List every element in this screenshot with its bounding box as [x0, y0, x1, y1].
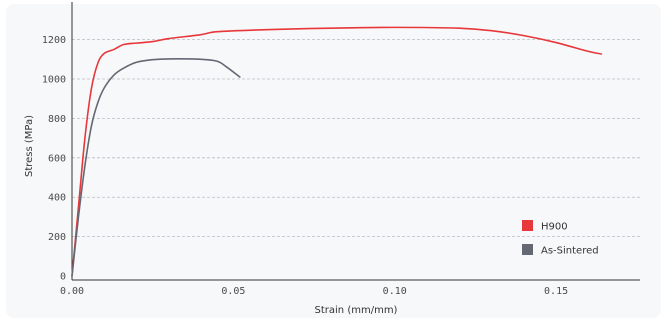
- y-tick-label: 400: [48, 193, 66, 204]
- x-tick-label: 0.05: [221, 286, 245, 297]
- y-tick-label: 800: [48, 114, 66, 125]
- chart-card: [6, 4, 661, 318]
- x-tick-label: 0.10: [383, 286, 407, 297]
- legend-label: As-Sintered: [541, 246, 599, 257]
- y-tick-label: 1000: [42, 75, 66, 86]
- x-axis-label: Strain (mm/mm): [315, 305, 398, 316]
- legend-label: H900: [541, 222, 568, 233]
- legend-swatch: [522, 220, 533, 231]
- series-lines: [71, 26, 603, 277]
- y-axis-label: Stress (MPa): [24, 115, 35, 177]
- y-tick-labels: 0 200 400 600 800 1000 1200: [42, 35, 66, 282]
- x-tick-label: 0.15: [544, 286, 568, 297]
- axes: [71, 2, 640, 281]
- y-tick-label: 1200: [42, 35, 66, 46]
- legend-swatch: [522, 244, 533, 255]
- series-line-as-sintered: [71, 58, 241, 277]
- x-tick-label: 0.00: [60, 286, 84, 297]
- y-tick-label: 0: [60, 272, 66, 283]
- y-tick-label: 200: [48, 232, 66, 243]
- x-tick-labels: 0.00 0.05 0.10 0.15: [60, 286, 568, 297]
- y-tick-label: 600: [48, 153, 66, 164]
- series-line-h900: [71, 26, 603, 277]
- legend: H900 As-Sintered: [522, 220, 599, 257]
- grid-lines: [72, 39, 640, 238]
